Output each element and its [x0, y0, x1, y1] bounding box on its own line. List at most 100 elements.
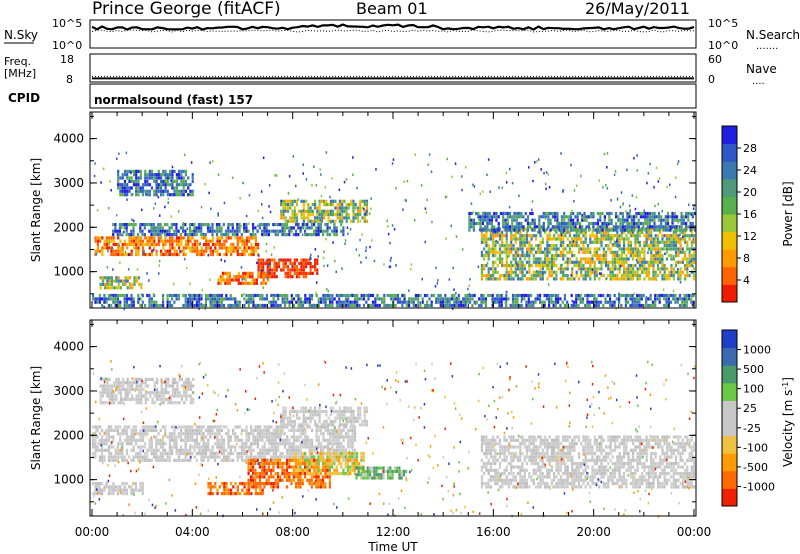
heatmap-cell: [553, 247, 556, 251]
heatmap-cell: [550, 227, 553, 231]
heatmap-cell: [148, 246, 151, 250]
heatmap-cell: [658, 293, 661, 298]
heatmap-cell: [171, 239, 174, 243]
heatmap-cell: [245, 452, 248, 456]
heatmap-cell: [171, 452, 174, 456]
heatmap-cell: [338, 297, 341, 301]
heatmap-cell: [559, 297, 562, 301]
heatmap-cell: [563, 221, 566, 226]
heatmap-cell: [644, 211, 647, 216]
heatmap-cell: [344, 458, 347, 462]
heatmap-cell: [135, 189, 138, 193]
heatmap-cell: [311, 184, 313, 187]
heatmap-cell: [658, 224, 660, 228]
heatmap-cell: [501, 186, 503, 190]
heatmap-cell: [552, 303, 555, 308]
heatmap-cell: [139, 458, 142, 462]
heatmap-cell: [632, 264, 635, 268]
heatmap-cell: [585, 225, 588, 229]
cpid-label: CPID: [8, 91, 40, 105]
heatmap-cell: [126, 189, 129, 193]
heatmap-cell: [133, 219, 135, 223]
heatmap-cell: [549, 228, 552, 232]
heatmap-cell: [324, 186, 327, 189]
heatmap-cell: [126, 173, 129, 177]
heatmap-cell: [553, 237, 556, 241]
heatmap-cell: [488, 221, 491, 226]
heatmap-cell: [589, 240, 592, 244]
heatmap-cell: [175, 179, 178, 183]
heatmap-cell: [159, 442, 162, 446]
heatmap-cell: [658, 177, 661, 180]
heatmap-cell: [166, 193, 169, 197]
heatmap-cell: [557, 297, 560, 301]
heatmap-cell: [528, 267, 531, 271]
heatmap-cell: [602, 237, 605, 241]
heatmap-cell: [569, 228, 572, 232]
heatmap-cell: [229, 448, 232, 452]
heatmap-cell: [614, 240, 617, 244]
heatmap-cell: [137, 186, 140, 190]
heatmap-cell: [504, 221, 507, 226]
heatmap-cell: [544, 264, 547, 268]
heatmap-cell: [94, 438, 97, 442]
heatmap-cell: [410, 300, 413, 304]
heatmap-cell: [143, 432, 147, 436]
heatmap-cell: [252, 472, 255, 476]
heatmap-cell: [162, 442, 165, 446]
heatmap-cell: [309, 219, 312, 223]
heatmap-cell: [596, 211, 600, 216]
heatmap-cell: [539, 270, 542, 274]
heatmap-cell: [202, 232, 204, 236]
heatmap-cell: [218, 226, 221, 230]
heatmap-cell: [137, 193, 140, 197]
heatmap-cell: [507, 264, 511, 268]
heatmap-cell: [369, 245, 371, 249]
heatmap-cell: [121, 226, 123, 229]
heatmap-cell: [547, 283, 550, 286]
colorbar-tick-label: 28: [743, 142, 757, 155]
heatmap-cell: [607, 216, 610, 219]
heatmap-cell: [132, 303, 135, 308]
heatmap-cell: [582, 240, 585, 244]
heatmap-cell: [257, 261, 260, 265]
heatmap-cell: [647, 274, 650, 278]
heatmap-cell: [679, 244, 682, 248]
heatmap-cell: [229, 438, 232, 442]
heatmap-cell: [103, 305, 105, 309]
heatmap-cell: [545, 215, 548, 219]
heatmap-cell: [254, 226, 257, 230]
heatmap-cell: [652, 257, 655, 261]
heatmap-cell: [295, 184, 297, 188]
heatmap-cell: [631, 194, 634, 197]
heatmap-cell: [322, 229, 325, 233]
heatmap-cell: [677, 228, 680, 232]
heatmap-cell: [135, 236, 138, 240]
heatmap-cell: [200, 229, 203, 233]
heatmap-cell: [501, 264, 504, 268]
heatmap-cell: [168, 226, 171, 230]
heatmap-cell: [686, 244, 689, 248]
heatmap-cell: [221, 271, 225, 275]
heatmap-cell: [132, 428, 135, 432]
heatmap-cell: [650, 247, 653, 251]
heatmap-cell: [101, 452, 104, 456]
heatmap-cell: [539, 227, 542, 231]
heatmap-cell: [573, 254, 575, 257]
heatmap-cell: [647, 277, 650, 281]
heatmap-cell: [648, 215, 651, 219]
heatmap-cell: [271, 271, 274, 275]
heatmap-cell: [483, 247, 486, 251]
heatmap-cell: [638, 244, 641, 248]
heatmap-cell: [575, 260, 578, 264]
heatmap-cell: [647, 303, 650, 308]
heatmap-cell: [238, 229, 241, 233]
y-tick-label: 3000: [53, 176, 84, 190]
heatmap-cell: [688, 293, 691, 298]
heatmap-cell: [263, 223, 266, 227]
heatmap-cell: [186, 432, 189, 436]
heatmap-cell: [162, 179, 165, 183]
heatmap-cell: [500, 303, 503, 308]
heatmap-cell: [505, 230, 508, 234]
heatmap-cell: [338, 188, 341, 192]
